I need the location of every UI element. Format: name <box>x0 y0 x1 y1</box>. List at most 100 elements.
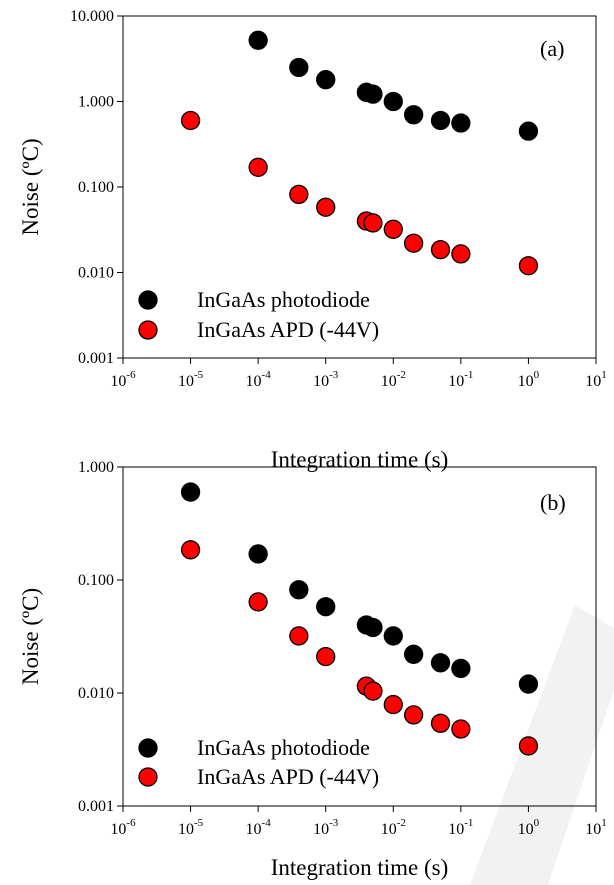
data-point <box>383 626 403 646</box>
x-tick-base: 10 <box>518 821 534 838</box>
data-point <box>383 91 403 112</box>
x-axis-label: Integration time (s) <box>271 447 449 472</box>
y-tick-label: 1.000 <box>78 94 114 111</box>
x-axis-label: Integration time (s) <box>271 855 449 880</box>
y-tick-label: 10.000 <box>70 8 114 25</box>
data-point <box>180 540 201 560</box>
data-point <box>363 213 383 233</box>
data-point <box>289 626 309 646</box>
data-point <box>518 121 539 141</box>
data-point <box>316 70 336 90</box>
series-0 <box>248 30 539 141</box>
x-tick-label: 10-5 <box>178 369 204 390</box>
x-tick-base: 10 <box>381 373 397 390</box>
data-point <box>430 713 451 733</box>
data-point <box>363 617 383 638</box>
watermark-shape <box>470 605 614 885</box>
x-tick-exponent: -4 <box>262 369 272 381</box>
data-point <box>518 256 539 276</box>
x-tick-exponent: -3 <box>329 369 339 381</box>
data-point <box>289 184 309 205</box>
panel-label: (a) <box>540 36 564 61</box>
data-point <box>383 694 403 715</box>
x-tick-exponent: -3 <box>329 817 339 829</box>
x-tick-label: 10-5 <box>178 817 204 838</box>
x-tick-label: 10-4 <box>246 369 272 390</box>
x-tick-base: 10 <box>518 373 534 390</box>
panel-label: (b) <box>540 490 566 515</box>
y-tick-label: 1.000 <box>78 459 114 476</box>
data-point <box>518 736 539 756</box>
plot-frame <box>122 466 597 807</box>
data-point <box>248 544 268 564</box>
y-tick-label: 0.100 <box>78 572 114 589</box>
x-tick-label: 10-2 <box>381 369 406 390</box>
legend-marker <box>138 767 158 787</box>
data-point <box>403 233 424 253</box>
data-point <box>248 157 268 177</box>
x-tick-exponent: 0 <box>534 817 540 829</box>
x-tick-base: 10 <box>585 821 601 838</box>
y-axis-label: Noise (ºC) <box>18 588 43 685</box>
x-tick-base: 10 <box>448 373 464 390</box>
data-point <box>289 580 309 600</box>
x-tick-label: 10-1 <box>448 369 473 390</box>
x-tick-exponent: -1 <box>464 369 473 381</box>
x-tick-label: 101 <box>585 369 607 390</box>
data-point <box>430 653 451 673</box>
x-tick-label: 100 <box>518 817 540 838</box>
x-tick-exponent: 1 <box>601 369 607 381</box>
y-tick-label: 0.001 <box>78 798 114 815</box>
data-point <box>451 658 471 679</box>
legend-label: InGaAs APD (-44V) <box>197 317 379 342</box>
y-axis-label: Noise (ºC) <box>18 138 43 235</box>
legend-marker <box>138 290 158 310</box>
x-tick-base: 10 <box>246 821 262 838</box>
data-point <box>451 719 471 739</box>
x-tick-exponent: -5 <box>194 369 204 381</box>
data-point <box>403 644 424 664</box>
y-tick-label: 0.100 <box>78 179 114 196</box>
x-tick-label: 10-3 <box>313 817 339 838</box>
data-point <box>518 674 539 694</box>
x-tick-exponent: -1 <box>464 817 473 829</box>
legend-label: InGaAs photodiode <box>197 735 370 760</box>
x-tick-exponent: 0 <box>534 369 540 381</box>
x-tick-label: 10-4 <box>246 817 272 838</box>
x-tick-base: 10 <box>246 373 262 390</box>
x-tick-base: 10 <box>448 821 464 838</box>
x-tick-base: 10 <box>585 373 601 390</box>
y-tick-label: 0.010 <box>78 265 114 282</box>
data-point <box>316 197 336 217</box>
x-tick-label: 100 <box>518 369 540 390</box>
x-tick-base: 10 <box>110 821 126 838</box>
legend-marker <box>138 738 158 758</box>
data-point <box>403 705 424 725</box>
data-point <box>403 105 424 125</box>
x-tick-label: 10-6 <box>110 369 136 390</box>
data-point <box>248 592 268 612</box>
x-tick-exponent: -5 <box>194 817 204 829</box>
x-tick-label: 101 <box>585 817 607 838</box>
x-tick-base: 10 <box>381 821 397 838</box>
x-tick-exponent: -4 <box>262 817 272 829</box>
data-point <box>248 30 268 50</box>
data-point <box>430 240 451 260</box>
x-tick-label: 10-1 <box>448 817 473 838</box>
data-point <box>451 244 471 264</box>
data-point <box>180 110 201 131</box>
legend-label: InGaAs APD (-44V) <box>197 764 379 789</box>
x-tick-base: 10 <box>313 821 329 838</box>
series-1 <box>180 110 539 276</box>
data-point <box>316 646 336 667</box>
x-tick-exponent: -2 <box>397 817 406 829</box>
x-tick-base: 10 <box>313 373 329 390</box>
y-tick-label: 0.010 <box>78 685 114 702</box>
series-1 <box>180 540 539 756</box>
x-tick-base: 10 <box>110 373 126 390</box>
data-point <box>383 219 403 239</box>
x-tick-label: 10-2 <box>381 817 406 838</box>
data-point <box>363 681 383 701</box>
